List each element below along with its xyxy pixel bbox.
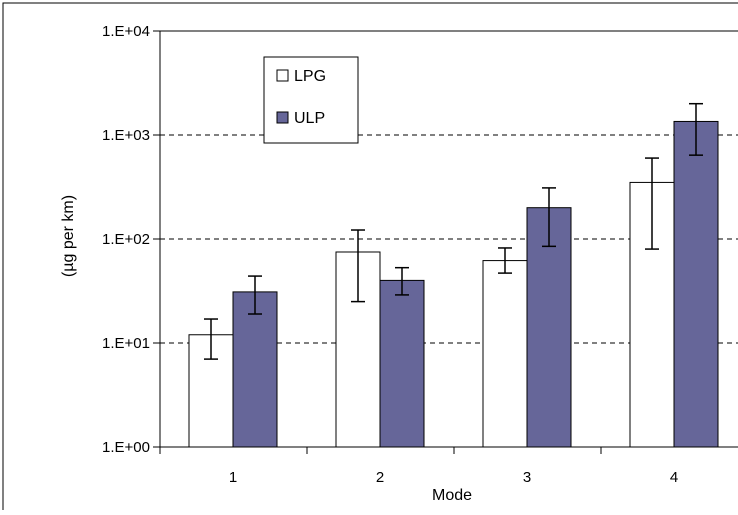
y-tick-label: 1.E+00	[102, 439, 150, 456]
bar-lpg-mode-3	[482, 260, 528, 448]
y-tick-label: 1.E+01	[102, 335, 150, 352]
bar-ulp-mode-1	[232, 291, 278, 448]
bar-ulp-mode-2	[379, 279, 425, 448]
y-tick-label: 1.E+04	[102, 23, 150, 40]
bars-layer	[188, 102, 719, 448]
legend: LPG ULP	[263, 56, 359, 144]
y-tick-label: 1.E+03	[102, 127, 150, 144]
axes-layer	[153, 30, 738, 454]
x-tick-label: 2	[376, 469, 384, 486]
y-axis-title: (µg per km)	[60, 195, 77, 277]
legend-swatch-ulp	[276, 111, 289, 124]
x-tick-label: 3	[523, 469, 531, 486]
legend-label-ulp: ULP	[294, 110, 325, 127]
legend-label-lpg: LPG	[294, 68, 326, 85]
x-tick-label: 4	[670, 469, 678, 486]
bar-ulp-mode-4	[673, 120, 719, 448]
x-tick-label: 1	[229, 469, 237, 486]
labels-layer: 1.E+00 1.E+01 1.E+02 1.E+03 1.E+04 1 2 3 4	[102, 23, 678, 486]
x-axis-title: Mode	[432, 487, 472, 504]
y-tick-label: 1.E+02	[102, 231, 150, 248]
legend-swatch-lpg	[276, 69, 289, 82]
bar-ulp-mode-3	[526, 207, 572, 448]
